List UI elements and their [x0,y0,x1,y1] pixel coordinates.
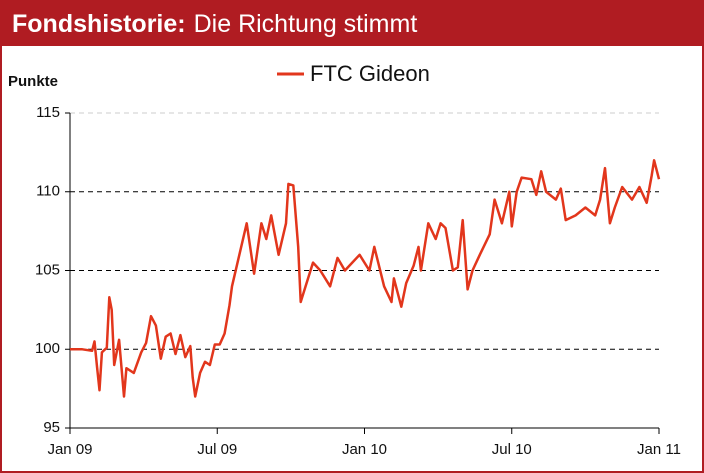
title-group: Fondshistorie: Die Richtung stimmt [12,10,417,38]
chart-title: Fondshistorie: [12,10,186,38]
chart-subtitle: Die Richtung stimmt [194,10,418,38]
y-tick-label: 100 [35,340,60,357]
y-axis-label: Punkte [8,73,58,90]
x-tick-label: Jan 10 [342,441,387,458]
y-tick-label: 95 [43,419,60,436]
series-line [70,159,661,398]
x-tick-label: Jan 09 [47,441,92,458]
y-tick-label: 105 [35,261,60,278]
title-bar [0,0,704,46]
x-tick-label: Jul 10 [492,441,532,458]
y-tick-label: 110 [36,183,60,200]
x-tick-label: Jul 09 [197,441,237,458]
x-tick-label: Jan 11 [637,441,681,458]
y-tick-label: 115 [36,104,60,121]
legend-label: FTC Gideon [310,61,430,86]
